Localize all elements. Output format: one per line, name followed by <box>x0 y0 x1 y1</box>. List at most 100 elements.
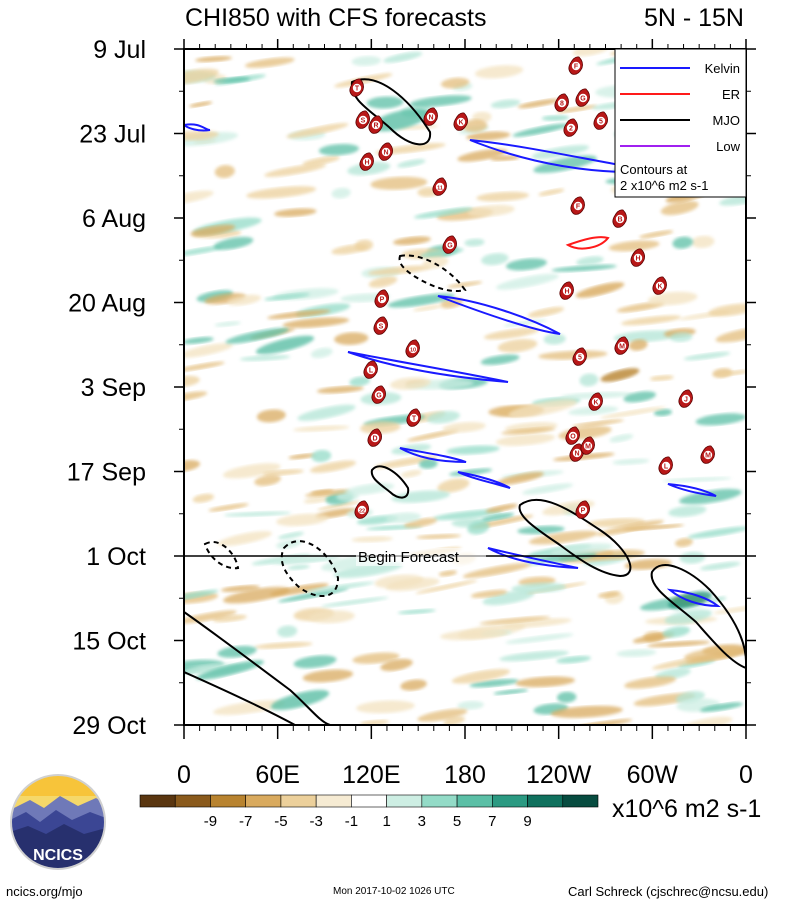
storm-label: F <box>574 64 579 71</box>
anomaly-patch <box>470 589 508 598</box>
anomaly-patch <box>660 200 699 216</box>
anomaly-patch <box>227 294 262 306</box>
anomaly-patch <box>467 521 490 535</box>
colorbar-units: x10^6 m2 s-1 <box>612 795 761 823</box>
contour <box>666 588 721 608</box>
contour <box>184 123 211 132</box>
anomaly-patch <box>223 511 292 517</box>
colorbar-swatch <box>174 794 211 808</box>
anomaly-patch <box>522 483 574 495</box>
legend-entry-label: Low <box>716 139 740 154</box>
anomaly-patch <box>467 204 515 217</box>
anomaly-patch <box>401 469 422 478</box>
anomaly-patch <box>551 264 617 272</box>
colorbar-label: 9 <box>523 813 531 830</box>
storm-label: 5 <box>578 355 582 362</box>
anomaly-patch <box>293 655 337 669</box>
colorbar-swatch <box>315 794 352 808</box>
storm-label: S <box>379 324 384 331</box>
contour <box>370 465 410 499</box>
anomaly-patch <box>213 236 254 250</box>
storm-label: G <box>376 393 382 400</box>
anomaly-patch <box>310 347 333 359</box>
anomaly-patch <box>184 190 214 205</box>
anomaly-patch <box>502 618 572 629</box>
anomaly-patch <box>599 406 666 419</box>
legend-entry-label: Kelvin <box>705 61 740 76</box>
colorbar-label: -9 <box>204 813 217 830</box>
storm-marker: F <box>568 56 583 75</box>
anomaly-patch <box>575 282 625 298</box>
anomaly-patch <box>493 689 529 695</box>
storm-marker: P <box>374 289 389 308</box>
anomaly-patch <box>538 350 608 360</box>
anomaly-patch <box>276 539 302 549</box>
storm-label: 5 <box>599 119 603 126</box>
anomaly-patch <box>715 327 746 343</box>
storm-marker: M <box>580 436 595 455</box>
anomaly-patch <box>508 399 578 418</box>
x-axis: 0 60E 120E 180 120W 60W 0 <box>177 39 753 789</box>
anomaly-patch <box>616 302 665 313</box>
storm-label: P <box>581 508 586 515</box>
anomaly-patch <box>302 669 354 683</box>
anomaly-patch <box>464 238 485 247</box>
anomaly-patch <box>653 408 672 417</box>
storm-marker: S <box>373 316 388 335</box>
x-tick-label: 120E <box>342 761 400 789</box>
anomaly-patch <box>541 115 570 121</box>
contour <box>350 78 432 146</box>
storm-label: R <box>373 123 378 130</box>
y-tick-label: 17 Sep <box>67 459 146 487</box>
x-tick-label: 0 <box>739 761 753 789</box>
anomaly-patch <box>360 421 401 434</box>
anomaly-patch <box>393 236 431 246</box>
anomaly-patch <box>447 281 483 288</box>
colorbar: -9 -7 -5 -3 -1 1 3 5 7 9 <box>139 794 599 830</box>
colorbar-swatch <box>421 794 458 808</box>
storm-label: K <box>593 400 598 407</box>
anomaly-patch <box>442 422 486 433</box>
anomaly-patch <box>317 501 361 511</box>
anomaly-patch <box>349 376 371 387</box>
anomaly-patch <box>668 505 707 517</box>
storm-label: T <box>355 86 360 93</box>
anomaly-patch <box>267 309 331 319</box>
anomaly-patch <box>499 650 569 662</box>
anomaly-patch <box>616 649 657 657</box>
anomaly-patch <box>417 708 468 722</box>
storm-label: G <box>447 243 453 250</box>
anomaly-patch <box>184 391 208 403</box>
anomaly-patch <box>274 208 317 217</box>
anomaly-patch <box>440 628 508 641</box>
x-tick-label: 180 <box>444 761 486 789</box>
storm-label: O <box>570 434 576 441</box>
anomaly-patch <box>579 373 599 387</box>
anomaly-patch <box>589 549 645 561</box>
contour <box>457 471 511 489</box>
anomaly-patch <box>282 317 350 328</box>
anomaly-patch <box>485 503 518 513</box>
anomaly-patch <box>533 155 597 173</box>
anomaly-patch <box>681 716 733 725</box>
storm-label: T <box>412 416 417 423</box>
storm-label: M <box>585 444 591 451</box>
anomaly-patch <box>225 327 289 344</box>
anomaly-patch <box>440 77 470 89</box>
anomaly-patch <box>476 191 529 202</box>
anomaly-patch <box>352 652 400 664</box>
anomaly-patch <box>501 427 556 435</box>
anomaly-patch <box>608 240 660 252</box>
forecast-annotation: Begin Forecast <box>358 549 460 566</box>
colorbar-swatch <box>492 794 528 808</box>
anomaly-patch <box>695 413 746 426</box>
storm-label: M <box>619 344 625 351</box>
anomaly-patch <box>303 495 334 504</box>
storm-marker: N <box>423 107 438 126</box>
anomaly-patch <box>354 239 374 252</box>
storm-marker: 10 <box>405 339 420 358</box>
anomaly-patch <box>368 276 398 288</box>
anomaly-patch <box>321 597 389 607</box>
anomaly-patch <box>213 700 285 715</box>
